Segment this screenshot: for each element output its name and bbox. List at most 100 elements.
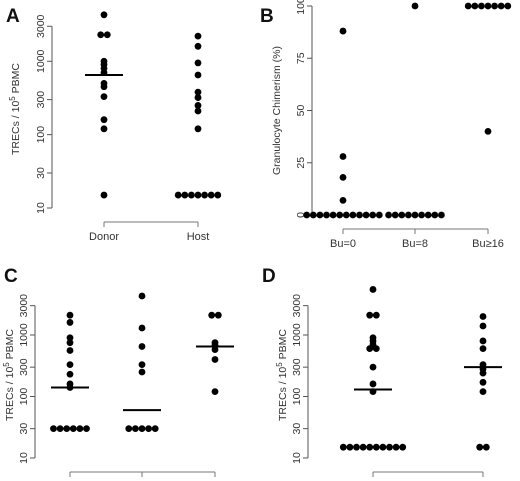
data-point [194, 59, 202, 67]
data-point [504, 2, 512, 10]
data-point [69, 425, 77, 433]
panel-b: B 0 25 50 75 100 Granulocyte Chimerism (%) Bu=0… [260, 0, 512, 250]
data-point [207, 191, 215, 199]
x-tick-label: Bu=0 [330, 238, 356, 250]
data-point [66, 339, 74, 347]
y-tick-label: 300 [35, 91, 47, 109]
data-point [138, 368, 146, 376]
y-tick-label: 1000 [291, 323, 303, 347]
data-point [201, 191, 209, 199]
data-point [138, 425, 146, 433]
data-point [100, 125, 108, 133]
x-tick-label: Donor [89, 231, 119, 243]
data-point [194, 94, 202, 101]
data-point [194, 191, 202, 199]
data-point [50, 425, 57, 433]
data-point [339, 196, 347, 204]
data-point [329, 211, 337, 219]
x-tick-label: Host [187, 231, 210, 243]
data-point [476, 443, 484, 451]
data-point [194, 71, 202, 79]
data-point [188, 191, 195, 199]
y-tick-label: 300 [18, 358, 30, 376]
data-point [66, 311, 74, 319]
data-point [211, 356, 219, 363]
data-point [478, 2, 485, 10]
y-tick-label: 0 [295, 212, 307, 218]
y-axis-title: TRECs / 105 PBMC [275, 329, 289, 421]
data-point [362, 211, 370, 219]
panel-label: D [262, 266, 276, 287]
data-point [372, 345, 380, 353]
y-tick-label: 3000 [291, 294, 303, 318]
data-point [399, 443, 407, 451]
data-point [66, 361, 74, 369]
data-point [479, 322, 487, 330]
data-point [100, 11, 108, 19]
data-point [138, 292, 146, 300]
panel-label: A [6, 6, 20, 27]
data-point [138, 361, 146, 369]
data-point [100, 93, 108, 100]
data-point [385, 211, 392, 219]
data-point [66, 347, 74, 354]
data-point [369, 363, 377, 371]
data-point [125, 425, 133, 433]
y-tick-label: 10 [18, 452, 30, 464]
data-point [366, 345, 374, 353]
data-point [303, 211, 311, 219]
data-point [398, 211, 406, 219]
data-point [366, 311, 374, 319]
data-point [372, 443, 380, 451]
y-tick-label: 25 [295, 157, 307, 169]
data-point [479, 345, 487, 353]
data-point [359, 443, 367, 451]
data-point [336, 211, 344, 219]
data-point [418, 211, 425, 219]
x-tick-label: Bu≥16 [472, 238, 504, 250]
data-point [424, 211, 432, 219]
data-point [349, 211, 357, 219]
y-tick-label: 30 [18, 423, 30, 435]
data-point [405, 211, 412, 219]
data-point [438, 211, 445, 219]
data-point [208, 311, 216, 319]
data-point [339, 443, 347, 451]
y-tick-label: 3000 [18, 294, 30, 318]
data-point [211, 388, 219, 396]
y-tick-label: 30 [35, 167, 47, 179]
data-point [497, 2, 505, 10]
data-point [323, 211, 330, 219]
y-tick-label: 100 [291, 388, 303, 406]
x-tick-label: Bu=8 [402, 238, 428, 250]
data-point [194, 42, 202, 50]
data-point [66, 370, 74, 378]
data-point [479, 313, 487, 320]
data-point [369, 286, 377, 293]
data-point [366, 443, 374, 451]
data-point [391, 211, 399, 219]
data-point [484, 127, 492, 135]
panel-label: B [260, 6, 274, 27]
data-point [482, 443, 490, 451]
y-axis-title: TRECs / 105 PBMC [2, 329, 16, 421]
y-tick-label: 1000 [35, 49, 47, 73]
data-point [392, 443, 400, 451]
data-point [63, 425, 71, 433]
panel-a: A 10 30 100 300 1000 3000 TRECs / 105 PBMC Donor… [6, 6, 222, 243]
data-point [138, 343, 146, 350]
y-tick-label: 1000 [18, 323, 30, 347]
data-point [194, 125, 202, 133]
y-axis-title: Granulocyte Chimerism (%) [271, 46, 283, 175]
y-tick-label: 10 [35, 202, 47, 214]
data-point [353, 443, 360, 451]
data-point [339, 153, 347, 160]
data-point [309, 211, 317, 219]
y-axis-title: TRECs / 105 PBMC [8, 63, 22, 155]
y-tick-label: 75 [295, 52, 307, 64]
data-point [103, 31, 111, 39]
data-point [100, 83, 108, 91]
y-tick-label: 100 [295, 0, 307, 15]
data-point [369, 380, 377, 388]
